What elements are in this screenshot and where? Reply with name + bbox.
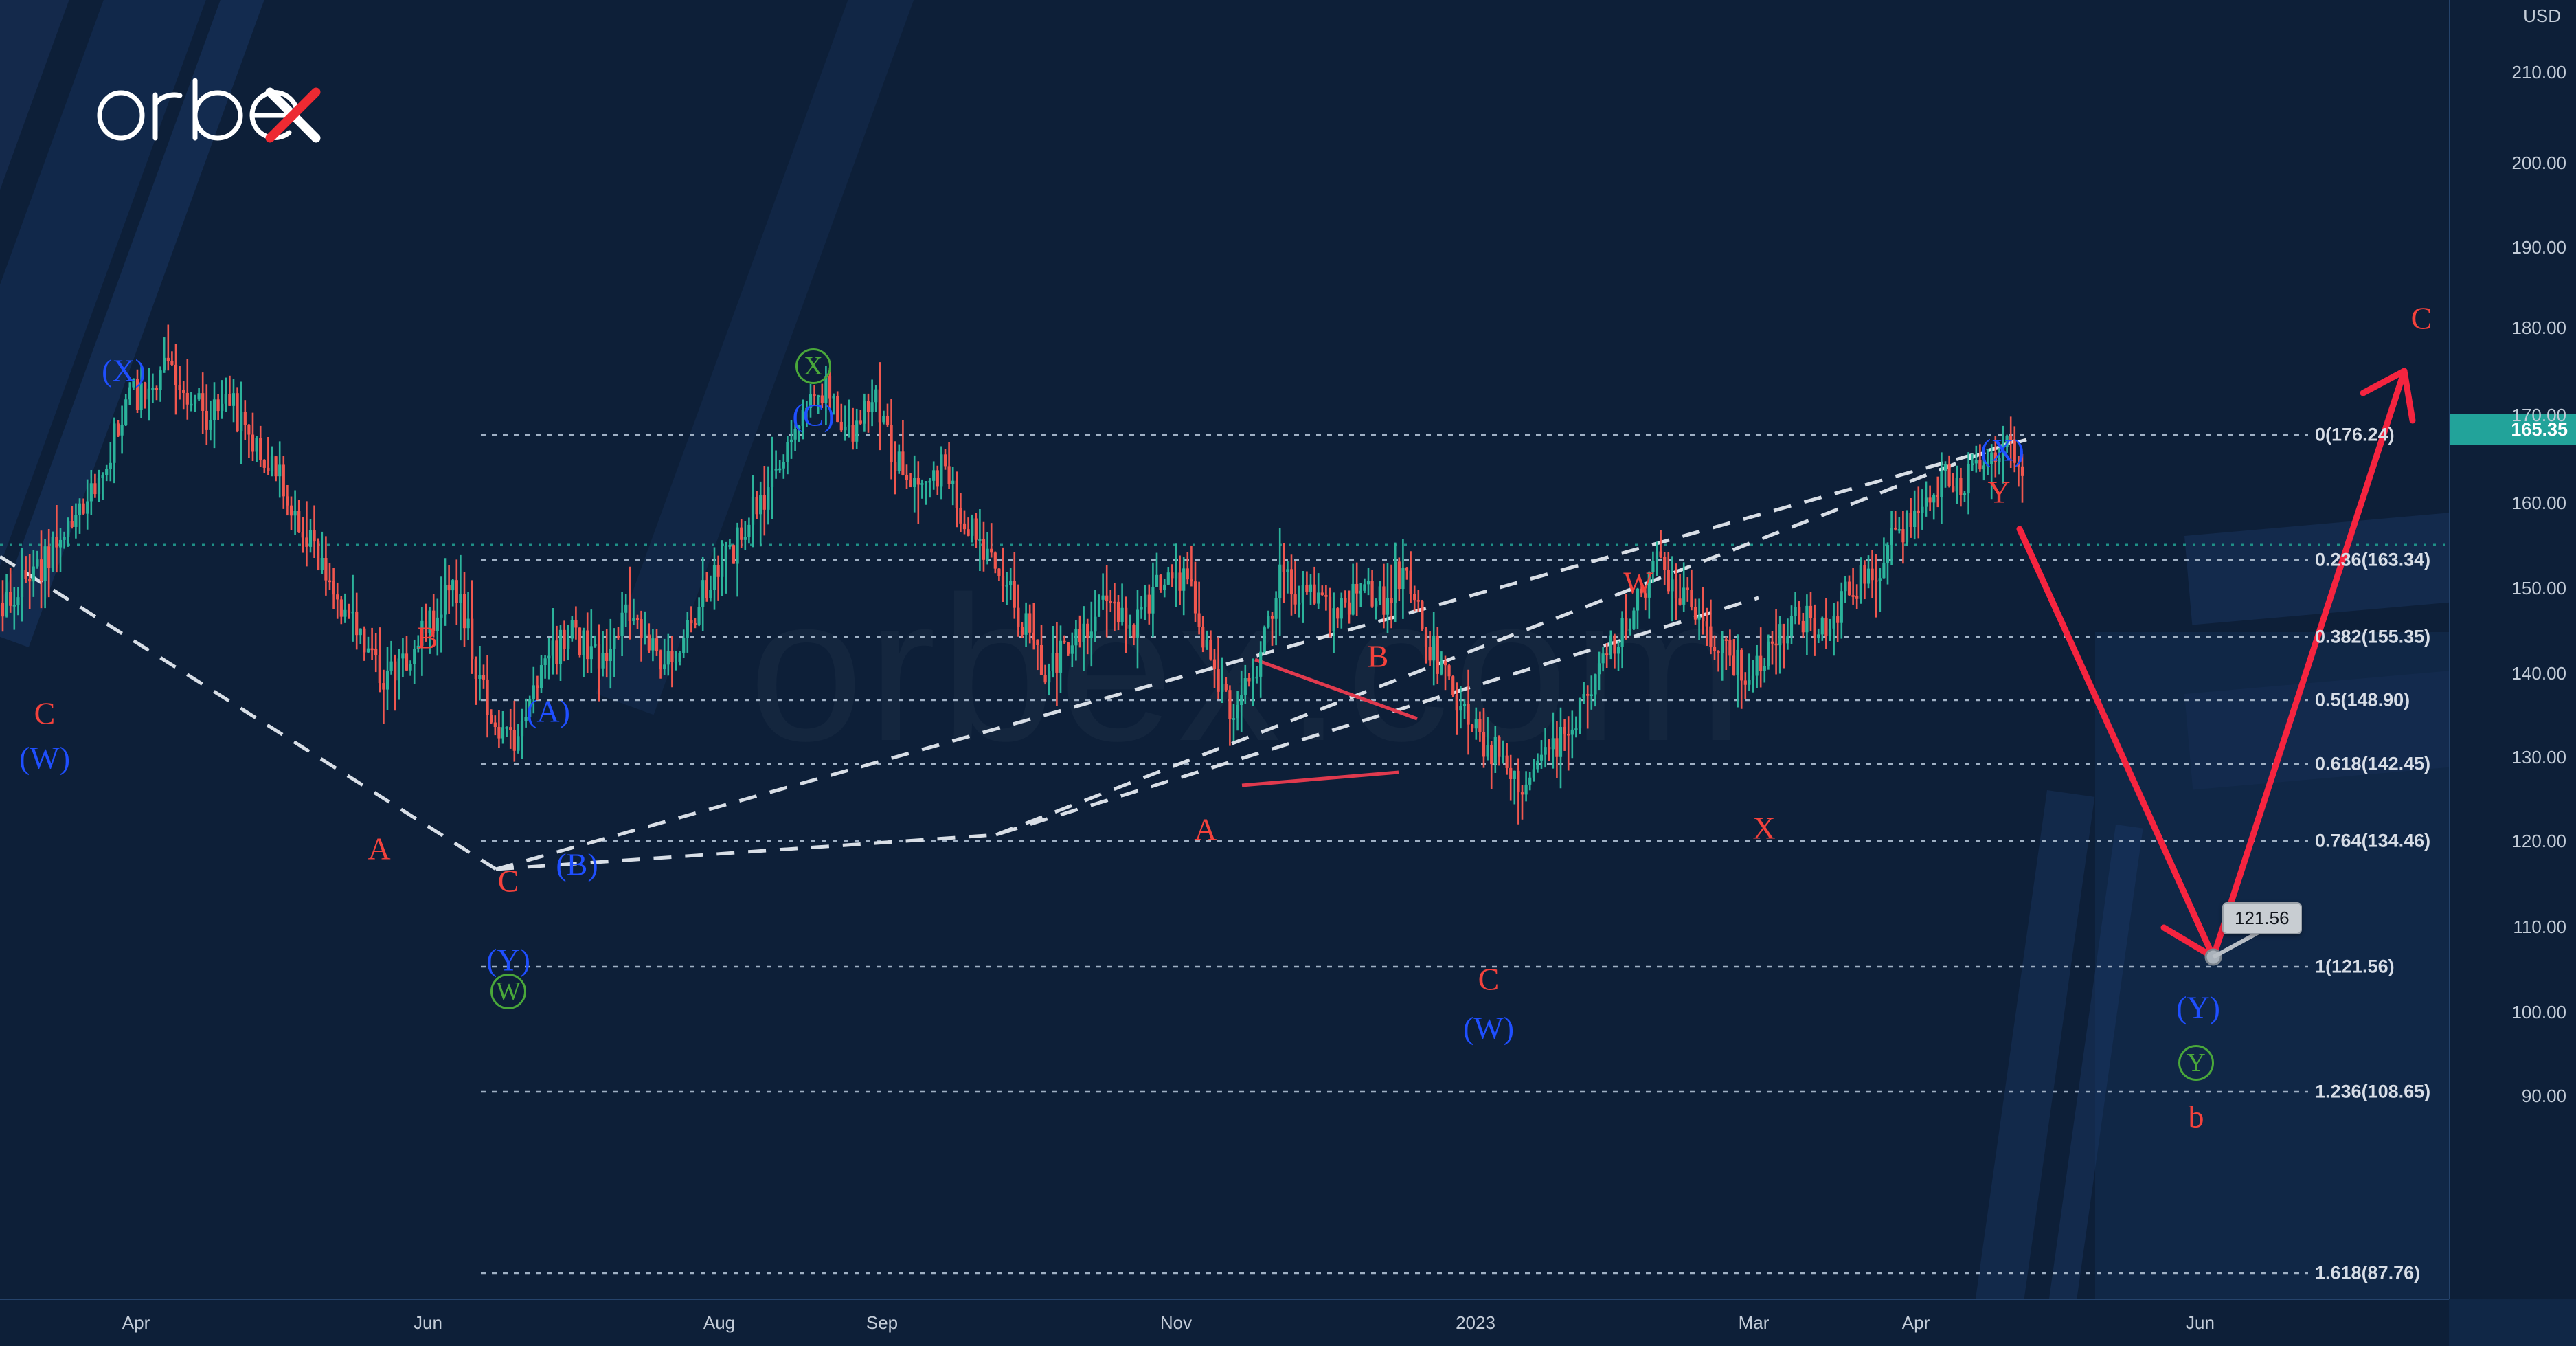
wave-label-c: C xyxy=(497,863,519,899)
consolidation-trendlines xyxy=(1241,658,1418,787)
price-tick: 100.00 xyxy=(2511,1001,2566,1022)
wave-label-y: Y xyxy=(2178,1045,2214,1081)
projection-path xyxy=(2016,368,2416,961)
fib-level-label: 1.618(87.76) xyxy=(2315,1262,2421,1283)
current-price-badge: 165.35 xyxy=(2450,414,2576,445)
wave-label-w: (W) xyxy=(1462,1010,1515,1046)
price-tick: 180.00 xyxy=(2511,317,2566,339)
price-axis[interactable]: USD 165.35 210.00 200.00 190.00 180.00 170.0… xyxy=(2449,0,2576,1299)
wave-label-y: (Y) xyxy=(2176,989,2220,1025)
fib-level-label: 0.764(134.46) xyxy=(2315,830,2431,851)
circle-marker: W xyxy=(490,974,526,1009)
wave-label-w: W xyxy=(1623,565,1653,601)
fib-level-label: 0.236(163.34) xyxy=(2315,549,2431,570)
price-tick: 170.00 xyxy=(2511,405,2566,426)
time-tick: Jun xyxy=(414,1312,442,1333)
wave-label-y: (Y) xyxy=(486,942,530,978)
time-tick: Aug xyxy=(703,1312,736,1333)
time-axis[interactable]: Apr Jun Aug Sep Nov 2023 Mar Apr Jun xyxy=(0,1299,2449,1346)
wave-label-c: C xyxy=(1478,961,1500,997)
wave-label-x: (X) xyxy=(1980,432,2024,468)
time-tick: Sep xyxy=(866,1312,899,1333)
wave-label-y: Y xyxy=(1987,474,2011,510)
wave-label-a: A xyxy=(1194,811,1217,847)
time-tick: Mar xyxy=(1738,1312,1770,1333)
wave-label-b: B xyxy=(416,620,438,655)
price-tick: 160.00 xyxy=(2511,492,2566,513)
price-tick: 150.00 xyxy=(2511,577,2566,598)
price-tick: 130.00 xyxy=(2511,747,2566,768)
time-tick: Jun xyxy=(2186,1312,2215,1333)
wave-label-c: C xyxy=(2410,300,2432,336)
fib-level-label: 0.618(142.45) xyxy=(2315,753,2431,774)
circle-marker: X xyxy=(795,348,831,384)
wave-label-a: A xyxy=(368,831,391,866)
wave-label-c: (C) xyxy=(792,397,835,433)
fib-level-label: 0.382(155.35) xyxy=(2315,626,2431,647)
fib-level-label: 0(176.24) xyxy=(2315,424,2395,445)
fib-gridlines xyxy=(481,434,2308,1275)
wave-label-b: B xyxy=(1367,638,1389,674)
fib-level-label: 1.236(108.65) xyxy=(2315,1081,2431,1102)
time-tick: Apr xyxy=(1901,1312,1930,1333)
time-tick: Nov xyxy=(1160,1312,1193,1333)
price-tick: 110.00 xyxy=(2513,916,2566,937)
current-price-value: 165.35 xyxy=(2511,418,2568,440)
axis-currency-label: USD xyxy=(2523,5,2561,26)
price-tick: 200.00 xyxy=(2511,153,2566,174)
orbex-logo xyxy=(96,77,323,143)
time-tick: Apr xyxy=(122,1312,150,1333)
price-tick: 210.00 xyxy=(2511,62,2566,83)
wave-label-w: W xyxy=(490,974,526,1009)
price-tick: 190.00 xyxy=(2511,236,2566,258)
circle-marker: Y xyxy=(2178,1045,2214,1081)
wave-label-w: (W) xyxy=(19,740,71,776)
wave-label-x: X xyxy=(1752,810,1776,846)
price-tick: 140.00 xyxy=(2511,662,2566,684)
fib-level-label: 0.5(148.90) xyxy=(2315,689,2410,710)
wave-label-b: b xyxy=(2188,1099,2204,1134)
price-callout-value: 121.56 xyxy=(2235,908,2290,928)
time-tick: 2023 xyxy=(1456,1312,1495,1333)
price-tick: 120.00 xyxy=(2511,831,2566,852)
wave-label-x: X xyxy=(795,348,831,384)
candlestick-series xyxy=(1,324,2024,825)
wave-label-a: (A) xyxy=(526,693,570,729)
price-chart-plot[interactable] xyxy=(0,0,2449,1299)
price-callout: 121.56 xyxy=(2222,902,2302,934)
wave-label-x: (X) xyxy=(102,352,146,388)
fib-level-label: 1(121.56) xyxy=(2315,956,2395,977)
price-tick: 90.00 xyxy=(2521,1085,2566,1106)
wave-label-b: (B) xyxy=(556,846,598,882)
wave-label-c: C xyxy=(34,695,56,731)
